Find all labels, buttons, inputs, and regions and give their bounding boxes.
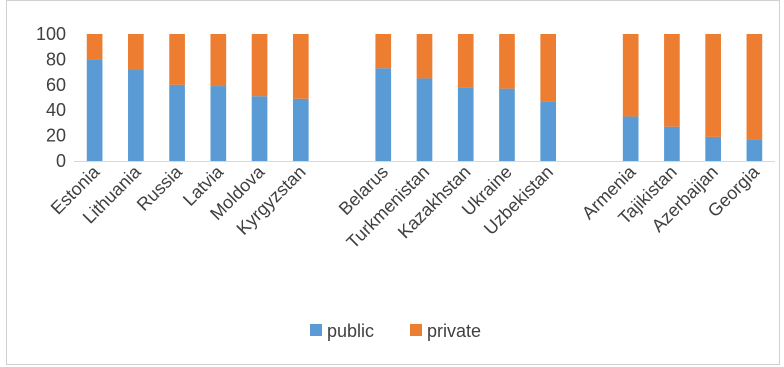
y-tick-label: 80 [46,49,66,69]
bar-public [86,59,103,161]
bar-private [705,34,721,137]
bar-private [210,34,227,87]
legend-swatch-public [310,324,322,336]
bar-public [416,78,433,161]
bar-private [499,34,515,89]
legend-label-public: public [327,321,374,341]
bar-public [169,84,185,161]
bar-public [540,101,557,161]
bar-private [664,34,680,127]
bar-private [416,34,433,79]
bar-private [128,34,144,70]
y-axis: 0 20 40 60 80 100 [36,24,66,171]
bar-private [169,34,185,85]
bar-private [86,34,103,60]
y-tick-label: 100 [36,24,66,44]
y-tick-label: 0 [56,151,66,171]
legend: public private [310,321,481,341]
bar-private [292,34,309,99]
bar-private [251,34,268,97]
bar-public [705,136,721,161]
legend-label-private: private [427,321,481,341]
bar-public [375,68,392,161]
y-tick-label: 60 [46,75,66,95]
bar-public [664,126,680,161]
bar-public [457,87,474,161]
bar-public [622,116,639,161]
legend-swatch-private [410,324,422,336]
bar-private [622,34,639,117]
bar-public [128,69,144,161]
y-tick-label: 20 [46,126,66,146]
bar-public [746,139,763,161]
bar-public [210,86,227,161]
y-tick-label: 40 [46,100,66,120]
bar-private [540,34,557,102]
bar-public [499,88,515,161]
x-axis-labels: EstoniaLithuaniaRussiaLatviaMoldovaKyrgy… [47,161,764,252]
bars [86,34,763,161]
bar-public [292,98,309,161]
bar-private [746,34,763,140]
bar-public [251,96,268,161]
bar-private [375,34,392,69]
x-tick-label: Russia [133,161,187,215]
bar-private [457,34,474,88]
